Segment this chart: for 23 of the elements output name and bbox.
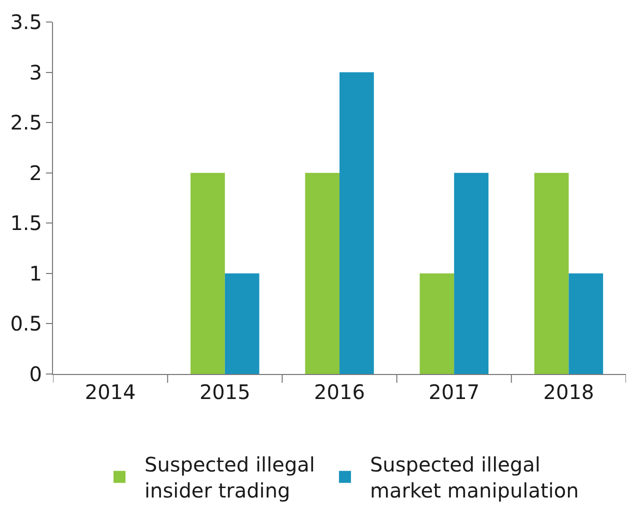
y-tick-label: 0.5	[10, 312, 42, 336]
y-tick-label: 3	[29, 60, 42, 84]
bar	[305, 172, 340, 374]
bar	[340, 72, 374, 374]
x-tick-label: 2016	[314, 380, 365, 404]
bar	[190, 172, 225, 374]
bar	[568, 273, 604, 374]
bar	[454, 172, 488, 374]
x-tick-label: 2017	[428, 380, 480, 404]
x-tick-label: 2018	[543, 380, 594, 404]
legend-label: Suspected illegal insider trading	[144, 452, 315, 503]
y-tick-label: 1	[29, 261, 42, 286]
bar	[534, 172, 569, 374]
bar	[420, 273, 454, 374]
y-tick-label: 0	[29, 362, 42, 386]
bar	[224, 273, 260, 374]
x-tick-label: 2014	[84, 380, 136, 404]
y-tick-label: 2.5	[10, 110, 42, 135]
x-tick-label: 2015	[199, 380, 250, 404]
y-tick-label: 3.5	[10, 10, 42, 34]
y-tick-label: 2	[29, 160, 42, 185]
legend-label: Suspected illegal market manipulation	[370, 452, 579, 503]
y-tick-label: 1.5	[10, 211, 42, 236]
